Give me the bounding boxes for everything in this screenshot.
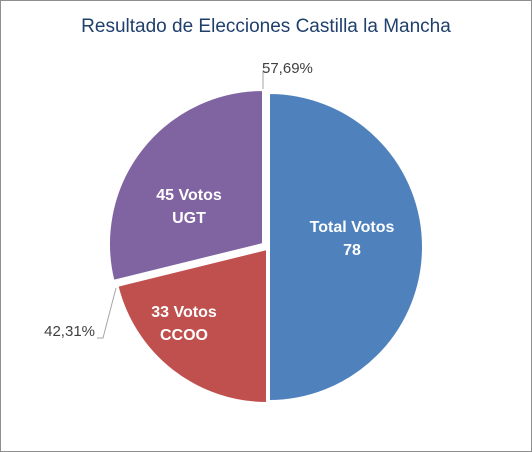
slice-label-ccoo-line1: 33 Votos [151,304,217,321]
callout-label-bottom: 42,31% [44,323,95,340]
slice-ugt [108,88,264,283]
chart-title: Resultado de Elecciones Castilla la Manc… [81,16,451,37]
slice-label-total-line2: 78 [343,242,361,259]
slice-total-votos [268,91,424,403]
slice-label-ccoo-line2: CCOO [160,327,208,344]
slice-label-ugt-line2: UGT [172,210,206,227]
callout-leader-top [262,71,268,89]
slice-ccoo [116,247,268,405]
slice-label-ugt-line1: 45 Votos [156,187,222,204]
callout-leader-bottom [97,287,117,339]
slice-label-total-line1: Total Votos [310,219,395,236]
callout-label-top: 57,69% [262,60,313,77]
